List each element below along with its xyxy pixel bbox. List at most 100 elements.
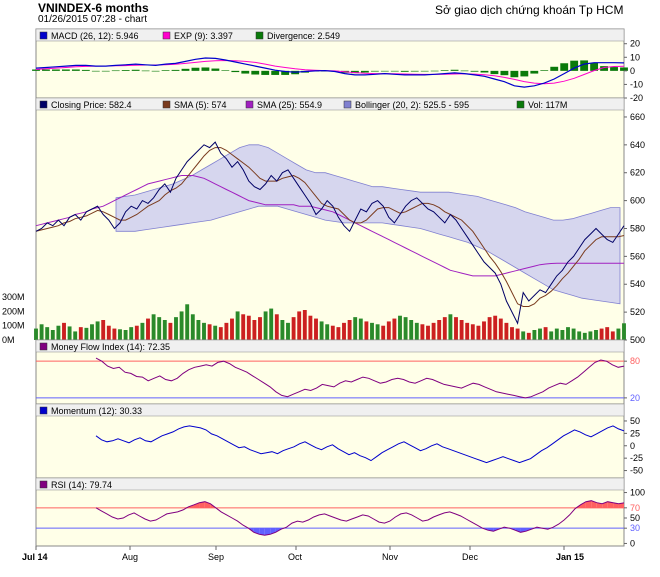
divergence-bar <box>400 70 409 72</box>
rsi-oversold-fill <box>259 528 265 536</box>
divergence-bar <box>590 62 599 71</box>
volume-bar <box>392 318 397 340</box>
x-tick-label: Oct <box>288 552 303 562</box>
momentum-panel-background <box>35 403 625 479</box>
x-tick-label: Nov <box>382 552 399 562</box>
volume-bar <box>168 322 173 340</box>
divergence-bar <box>161 70 170 71</box>
macd-axis-tick-label: -10 <box>630 79 643 89</box>
rsi-overbought-fill <box>613 502 619 508</box>
volume-bar <box>241 314 246 340</box>
macd-line <box>35 57 625 88</box>
rsi-oversold-fill <box>253 528 260 535</box>
volume-bar <box>465 322 470 340</box>
volume-bar <box>101 320 106 340</box>
divergence-bar <box>201 67 210 71</box>
rsi-overbought-fill <box>618 502 624 508</box>
volume-bar <box>39 324 44 340</box>
chart-timestamp: 01/26/2015 07:28 - chart <box>38 14 147 25</box>
closing-price-line <box>35 141 625 325</box>
volume-bar <box>409 320 414 340</box>
volume-bar <box>252 320 257 340</box>
price-axis-tick-label: 640 <box>630 140 645 150</box>
mfi-legend-bar <box>35 339 625 353</box>
divergence-bar <box>42 69 50 71</box>
volume-bar <box>235 311 240 340</box>
macd-legend-swatch <box>255 31 264 40</box>
price-legend-swatch <box>162 100 171 109</box>
divergence-bar <box>181 68 190 71</box>
volume-bar <box>162 320 167 340</box>
volume-bar <box>258 317 262 340</box>
volume-bar <box>347 320 352 340</box>
volume-bar <box>588 331 593 340</box>
mfi-axis-tick-label: 80 <box>630 356 640 366</box>
volume-bar <box>358 318 363 340</box>
volume-bar <box>308 315 313 340</box>
price-legend-swatch <box>516 100 525 109</box>
volume-bar <box>515 328 520 340</box>
price-legend-label: Vol: 117M <box>528 100 567 110</box>
volume-bar <box>571 328 576 340</box>
volume-bar <box>190 314 195 340</box>
rsi-overbought-fill <box>596 502 603 508</box>
divergence-bar <box>460 70 469 72</box>
volume-bar <box>610 331 615 340</box>
price-legend-swatch <box>245 100 254 109</box>
rsi-axis-tick-label: 70 <box>630 503 640 513</box>
price-axis-tick-label: 540 <box>630 279 645 289</box>
divergence-bar <box>410 70 419 72</box>
volume-bar <box>302 310 307 340</box>
volume-bar <box>118 329 122 340</box>
mfi-legend-label: Money Flow Index (14): 72.35 <box>51 342 170 352</box>
divergence-bar <box>570 60 579 71</box>
divergence-bar <box>610 67 618 71</box>
macd-legend-bar <box>35 28 625 42</box>
divergence-bar <box>91 70 100 72</box>
rsi-overbought-fill <box>585 500 592 508</box>
volume-bar <box>566 327 570 340</box>
volume-tick-label: 100M <box>2 321 25 331</box>
volume-bar <box>269 308 274 340</box>
divergence-bar <box>111 70 120 72</box>
volume-bar <box>549 331 554 340</box>
divergence-bar <box>520 70 529 77</box>
volume-bar <box>90 324 94 340</box>
chart-title: VNINDEX-6 months <box>38 1 149 15</box>
price-legend-label: Closing Price: 582.4 <box>51 100 132 110</box>
rsi-overbought-fill <box>607 501 614 508</box>
divergence-bar <box>151 70 160 72</box>
volume-bar <box>459 320 464 340</box>
divergence-bar <box>101 70 110 72</box>
divergence-bar <box>440 70 449 71</box>
data-source: Sở giao dịch chứng khoán Tp HCM <box>435 3 624 17</box>
divergence-bar <box>52 69 60 71</box>
divergence-bar <box>510 70 519 78</box>
volume-bar <box>437 320 442 340</box>
volume-bar <box>364 321 369 340</box>
volume-bar <box>297 311 302 340</box>
volume-bar <box>442 317 447 340</box>
volume-bar <box>521 331 526 340</box>
macd-axis-tick-label: 10 <box>630 52 640 62</box>
volume-bar <box>129 327 134 340</box>
volume-bar <box>280 320 285 340</box>
mfi-line <box>95 357 625 399</box>
volume-bar <box>420 324 425 340</box>
rsi-legend-label: RSI (14): 79.74 <box>51 480 112 490</box>
price-legend-label: SMA (25): 554.9 <box>257 100 322 110</box>
volume-bar <box>403 317 408 340</box>
volume-bar <box>95 321 100 340</box>
volume-bar <box>246 315 251 340</box>
volume-bar <box>560 330 565 340</box>
divergence-bar <box>490 70 499 75</box>
macd-axis-tick-label: 0 <box>630 66 635 76</box>
volume-bar <box>112 328 117 340</box>
divergence-bar <box>281 70 290 75</box>
price-legend-swatch <box>39 100 48 109</box>
divergence-bar <box>620 67 628 71</box>
volume-bar <box>218 327 223 340</box>
mfi-axis-tick-label: 20 <box>630 393 640 403</box>
volume-bar <box>207 324 212 340</box>
